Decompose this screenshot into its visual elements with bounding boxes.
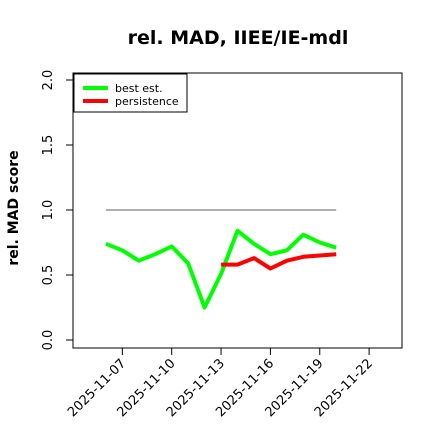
x-axis: 2025-11-072025-11-102025-11-132025-11-16… <box>65 348 376 420</box>
y-axis-label: rel. MAD score <box>6 150 22 265</box>
y-tick-label-4: 2.0 <box>41 70 56 91</box>
legend-label-persistence: persistence <box>115 95 179 108</box>
plot-area <box>105 209 337 310</box>
y-tick-label-1: 0.5 <box>41 265 56 286</box>
y-tick-label-0: 0.0 <box>41 330 56 351</box>
legend-label-best-est: best est. <box>115 82 163 95</box>
legend: best est. persistence <box>73 73 188 113</box>
y-tick-label-2: 1.0 <box>41 200 56 221</box>
series-line-persistence <box>221 252 337 271</box>
y-tick-label-3: 1.5 <box>41 135 56 156</box>
chart-title: rel. MAD, IIEE/IE-mdl <box>128 27 349 49</box>
series-line-best-est <box>105 228 337 310</box>
y-axis: 0.0 0.5 1.0 1.5 2.0 <box>41 70 73 351</box>
legend-box <box>73 73 188 113</box>
